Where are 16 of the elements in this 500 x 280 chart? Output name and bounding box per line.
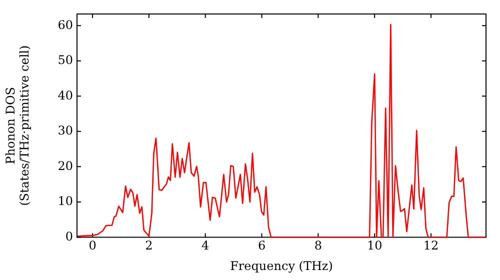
x-tick-label: 4 — [202, 238, 210, 253]
x-tick-label: 0 — [88, 238, 96, 253]
y-tick-label: 40 — [58, 88, 73, 102]
y-axis-title: Phonon DOS (States/THz·primitive cell) — [3, 45, 32, 206]
y-tick-label: 20 — [58, 158, 73, 173]
x-tick-label: 8 — [314, 238, 322, 253]
y-tick-label: 0 — [65, 229, 73, 244]
y-tick-label: 50 — [58, 53, 73, 68]
y-tick-label: 60 — [58, 18, 73, 32]
x-tick-label: 6 — [258, 238, 266, 253]
x-tick-label: 10 — [366, 238, 382, 253]
x-axis-title: Frequency (THz) — [230, 258, 333, 273]
y-tick-label: 30 — [58, 124, 73, 138]
x-tick-label: 2 — [145, 238, 153, 253]
x-tick-label: 12 — [423, 238, 439, 253]
y-tick-label: 10 — [58, 194, 73, 208]
